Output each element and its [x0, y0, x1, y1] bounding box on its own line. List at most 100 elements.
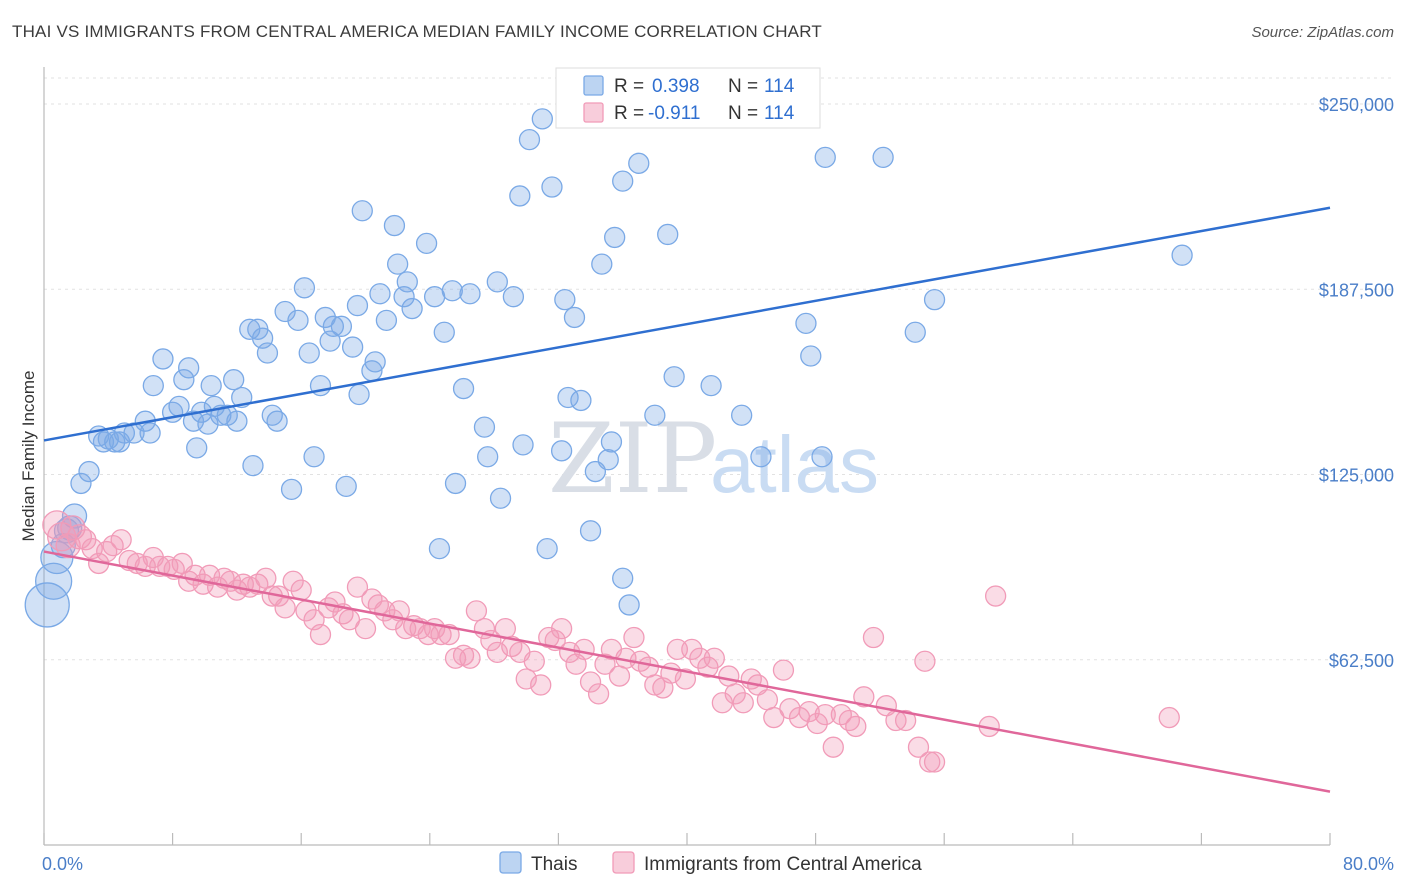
stats-legend-swatch-thais	[583, 75, 604, 96]
gridlines	[44, 77, 1394, 661]
point-thais-33	[226, 410, 248, 432]
point-immigrants-119	[919, 751, 941, 773]
point-thais-99	[612, 170, 634, 192]
legend-label-thais: Thais	[531, 854, 577, 875]
point-thais-81	[512, 434, 534, 456]
point-thais-79	[502, 286, 525, 308]
point-immigrants-122	[984, 585, 1007, 607]
point-immigrants-96	[724, 683, 746, 705]
point-immigrants-38	[309, 623, 332, 646]
trend-lines	[43, 206, 1331, 793]
point-immigrants-102	[772, 659, 795, 681]
x-tick-label-left: 0.0%	[42, 854, 83, 874]
stats-legend-swatch-immigrants	[583, 102, 604, 123]
stats-r-label-thais: R =	[614, 76, 644, 97]
point-thais-56	[351, 200, 373, 222]
point-thais-62	[383, 214, 406, 237]
watermark: ZIP atlas	[548, 403, 879, 515]
point-thais-25	[186, 437, 208, 459]
point-immigrants-33	[274, 597, 296, 619]
point-immigrants-111	[845, 715, 867, 738]
point-immigrants-57	[444, 647, 467, 669]
point-thais-57	[348, 383, 370, 406]
point-thais-32	[223, 369, 245, 391]
point-immigrants-97	[732, 692, 754, 714]
point-thais-77	[486, 271, 508, 293]
point-immigrants-117	[907, 736, 930, 758]
point-immigrants-59	[459, 647, 481, 669]
point-thais-8	[78, 460, 100, 483]
watermark-atlas: atlas	[710, 420, 879, 509]
point-immigrants-8	[96, 540, 118, 563]
point-immigrants-10	[110, 529, 132, 551]
point-thais-7	[70, 472, 92, 495]
point-thais-74	[459, 283, 481, 305]
point-thais-54	[341, 336, 364, 358]
y-tick-label-2: $187,500	[1319, 280, 1394, 300]
point-immigrants-106	[806, 712, 828, 735]
y-tick-label-3: $250,000	[1319, 95, 1394, 115]
point-thais-66	[401, 297, 423, 320]
point-immigrants-101	[763, 706, 785, 729]
stats-n-value-thais: 114	[764, 76, 795, 97]
point-immigrants-108	[822, 736, 844, 758]
point-thais-83	[531, 108, 553, 130]
trend-line-thais	[43, 206, 1331, 442]
series-legend: Thais Immigrants from Central America	[499, 851, 922, 875]
point-immigrants-43	[346, 576, 369, 598]
point-immigrants-44	[354, 617, 377, 640]
point-thais-96	[604, 226, 626, 249]
point-immigrants-89	[674, 668, 697, 690]
point-immigrants-30	[255, 567, 277, 589]
point-thais-98	[618, 594, 640, 616]
point-immigrants-4	[66, 524, 93, 550]
point-thais-21	[168, 395, 190, 418]
stats-n-value-immigrants: 114	[764, 103, 795, 124]
point-immigrants-116	[894, 709, 917, 732]
point-thais-87	[554, 289, 576, 311]
point-immigrants-69	[530, 674, 552, 696]
point-thais-82	[518, 128, 541, 151]
point-thais-110	[814, 146, 836, 169]
point-thais-80	[509, 185, 531, 207]
point-thais-90	[570, 389, 592, 412]
point-thais-88	[557, 386, 579, 409]
point-immigrants-95	[718, 665, 740, 687]
point-thais-72	[444, 472, 467, 495]
point-immigrants-88	[666, 638, 689, 661]
stats-n-label-thais: N =	[728, 76, 758, 97]
chart-title: THAI VS IMMIGRANTS FROM CENTRAL AMERICA …	[12, 22, 822, 41]
point-thais-73	[452, 377, 475, 400]
point-thais-108	[800, 345, 822, 367]
point-thais-23	[178, 357, 200, 379]
x-tick-label-right: 80.0%	[1343, 854, 1394, 874]
point-thais-0	[24, 582, 70, 628]
point-thais-71	[441, 280, 463, 302]
point-immigrants-118	[914, 650, 936, 672]
point-thais-17	[139, 422, 161, 444]
stats-r-value-thais: 0.398	[652, 76, 700, 97]
point-thais-28	[200, 374, 222, 397]
y-axis-label: Median Family Income	[19, 370, 38, 541]
point-thais-113	[923, 289, 946, 311]
point-immigrants-82	[623, 626, 645, 649]
point-thais-45	[293, 277, 316, 299]
point-thais-44	[287, 309, 309, 332]
y-tick-label-0: $62,500	[1329, 651, 1394, 671]
point-immigrants-84	[637, 656, 660, 678]
point-immigrants-100	[756, 689, 779, 711]
point-thais-35	[239, 318, 261, 340]
point-thais-22	[173, 369, 195, 391]
point-immigrants-68	[523, 650, 545, 672]
point-thais-107	[795, 312, 817, 335]
point-thais-101	[644, 404, 666, 426]
point-thais-86	[550, 440, 573, 462]
legend-swatch-thais	[499, 851, 522, 874]
stats-legend: R = 0.398 N = 114 R = -0.911 N = 114	[555, 67, 821, 129]
point-thais-100	[628, 152, 650, 174]
point-thais-89	[563, 306, 586, 329]
point-thais-76	[477, 446, 499, 468]
point-thais-63	[386, 253, 409, 275]
point-immigrants-34	[282, 570, 304, 592]
point-thais-78	[489, 487, 512, 509]
